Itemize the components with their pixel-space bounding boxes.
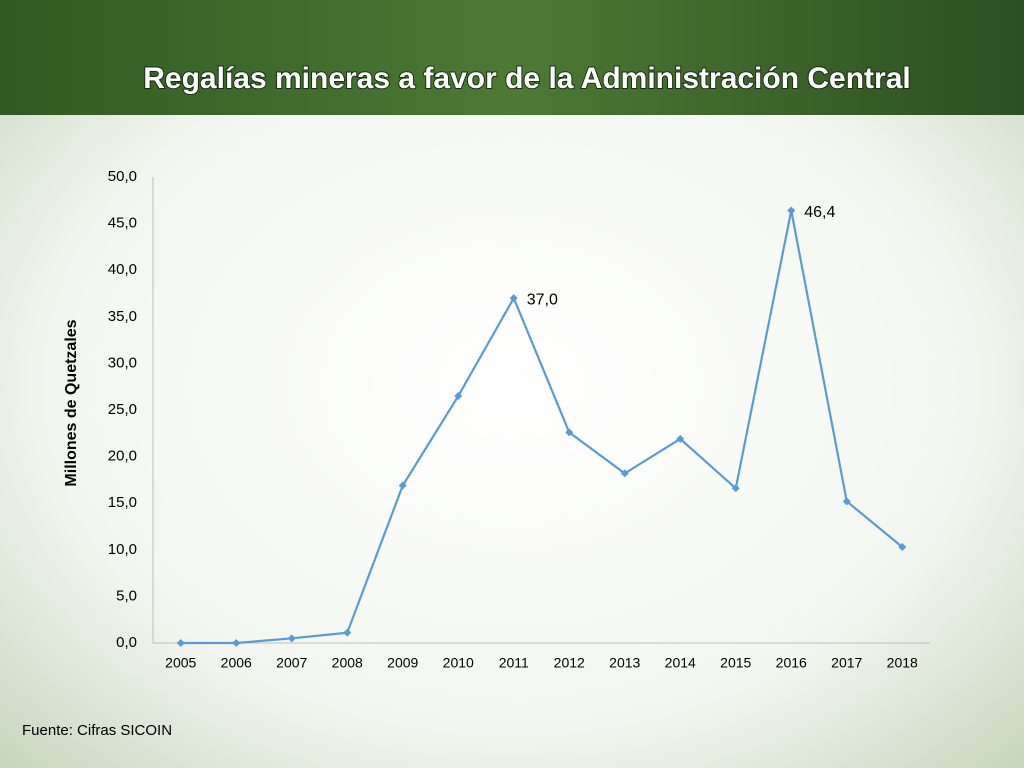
x-tick-label: 2008 [332, 655, 363, 671]
y-tick-label: 30,0 [108, 354, 137, 371]
x-tick-label: 2013 [609, 655, 640, 671]
data-point [509, 294, 518, 303]
y-tick-label: 50,0 [108, 168, 137, 185]
data-point [176, 639, 185, 647]
source-note: Fuente: Cifras SICOIN [22, 722, 172, 739]
x-tick-label: 2012 [554, 655, 585, 671]
y-tick-label: 10,0 [108, 541, 137, 558]
data-line [180, 210, 903, 645]
x-tick-label: 2005 [165, 655, 196, 671]
data-point [898, 543, 907, 552]
x-tick-label: 2010 [443, 655, 474, 671]
x-tick-label: 2011 [499, 655, 529, 671]
data-point [787, 206, 796, 215]
x-tick-label: 2015 [720, 655, 751, 671]
data-point [731, 484, 740, 493]
data-point [842, 497, 851, 506]
data-point [287, 634, 296, 643]
x-tick-label: 2009 [387, 655, 418, 671]
chart-title: Regalías mineras a favor de la Administr… [143, 62, 911, 95]
data-point [620, 469, 629, 478]
y-tick-label: 40,0 [108, 261, 137, 278]
data-point [676, 434, 685, 443]
x-tick-label: 2014 [665, 655, 696, 671]
data-point [343, 628, 352, 637]
data-point [398, 481, 407, 490]
y-axis-title: Millones de Quetzales [63, 319, 80, 486]
y-tick-label: 25,0 [108, 401, 137, 418]
data-point [454, 392, 463, 401]
x-tick-label: 2018 [887, 655, 918, 671]
x-tick-label: 2016 [776, 655, 807, 671]
x-tick-label: 2007 [276, 655, 307, 671]
x-tick-label: 2017 [831, 655, 862, 671]
y-tick-label: 45,0 [108, 215, 137, 232]
header-banner [0, 0, 1024, 115]
y-tick-label: 15,0 [108, 494, 137, 511]
x-tick-label: 2006 [221, 655, 252, 671]
data-point [565, 428, 574, 437]
y-tick-label: 20,0 [108, 448, 137, 465]
y-tick-label: 35,0 [108, 308, 137, 325]
data-point [232, 639, 241, 647]
data-label: 37,0 [527, 291, 558, 308]
data-label: 46,4 [804, 204, 835, 221]
y-tick-label: 0,0 [116, 634, 137, 651]
y-tick-label: 5,0 [116, 587, 137, 604]
